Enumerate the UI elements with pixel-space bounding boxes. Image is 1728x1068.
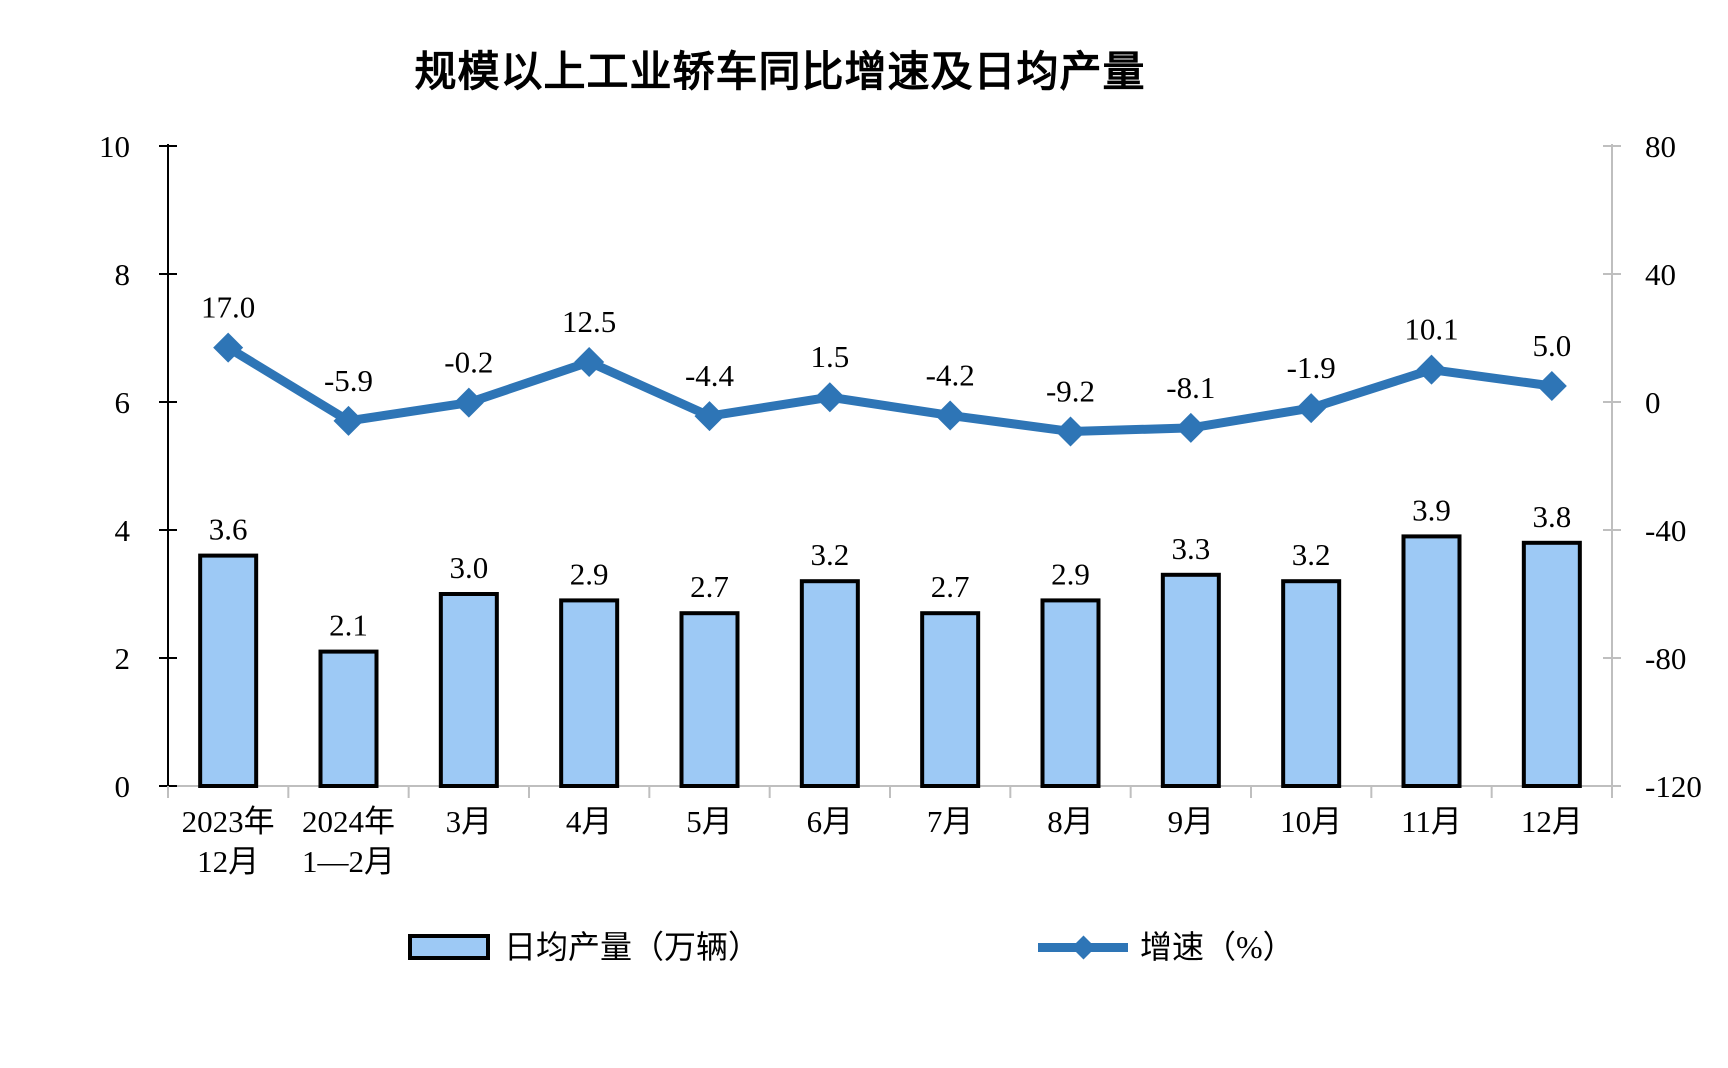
x-category-label: 12月	[1521, 804, 1583, 839]
line-marker	[574, 347, 605, 377]
line-marker	[453, 387, 484, 418]
bar-value-label: 3.6	[209, 512, 248, 547]
y-right-tick-label: -120	[1645, 769, 1702, 804]
line-marker	[935, 400, 966, 431]
bar-value-label: 3.2	[810, 537, 849, 572]
line-value-label: -8.1	[1166, 370, 1215, 405]
line-value-label: -4.4	[685, 358, 735, 393]
x-category-label: 11月	[1401, 804, 1462, 839]
line-swatch-icon	[1038, 934, 1128, 960]
bar	[920, 611, 981, 789]
bar-value-label: 3.9	[1412, 492, 1451, 527]
x-category-label: 12月	[197, 844, 259, 879]
line-marker	[1416, 354, 1447, 385]
y-right-tick-label: 0	[1645, 385, 1661, 420]
line-value-label: -5.9	[324, 363, 373, 398]
bar-value-label: 3.8	[1532, 499, 1571, 534]
legend-item-bar: 日均产量（万辆）	[408, 922, 760, 972]
line-marker	[814, 382, 845, 413]
bar-value-label: 3.2	[1292, 537, 1331, 572]
bar	[1401, 534, 1462, 789]
bar-swatch-icon	[408, 934, 490, 960]
line-value-label: -4.2	[926, 357, 975, 392]
line-value-label: -9.2	[1046, 373, 1095, 408]
y-left-tick-label: 8	[115, 257, 131, 292]
bar	[679, 611, 740, 789]
y-left-tick-label: 6	[115, 385, 131, 420]
line-marker	[1175, 412, 1206, 443]
legend-bar-label: 日均产量（万辆）	[504, 929, 761, 965]
legend-item-line: 增速（%）	[1038, 922, 1295, 972]
bar-value-label: 2.9	[1051, 556, 1090, 591]
growth-line	[225, 343, 1553, 436]
line-value-label: -1.9	[1287, 350, 1336, 385]
bar-value-label: 2.7	[690, 569, 729, 604]
line-value-label: 12.5	[562, 304, 616, 339]
line-marker	[1296, 393, 1327, 424]
y-left-tick-label: 2	[115, 641, 131, 676]
y-right-tick-label: -40	[1645, 513, 1686, 548]
bar	[1521, 540, 1582, 788]
y-right-tick-label: 80	[1645, 129, 1676, 164]
bar	[438, 592, 499, 788]
bar	[1281, 579, 1342, 789]
x-category-label: 8月	[1047, 804, 1094, 839]
line-marker	[694, 401, 725, 432]
x-category-label: 6月	[807, 804, 854, 839]
y-right-tick-label: -80	[1645, 641, 1686, 676]
legend: 日均产量（万辆） 增速（%）	[0, 922, 1728, 972]
bar	[1040, 598, 1101, 789]
x-category-label: 5月	[686, 804, 733, 839]
diamond-marker-icon	[1071, 934, 1096, 960]
y-left-tick-label: 0	[115, 769, 131, 804]
bar	[198, 553, 259, 788]
bar	[318, 649, 379, 788]
x-category-label: 3月	[446, 804, 493, 839]
line-marker	[1536, 371, 1567, 401]
x-category-label: 10月	[1280, 804, 1342, 839]
x-category-label: 1—2月	[302, 844, 395, 879]
line-marker	[333, 405, 364, 436]
y-right-tick-label: 40	[1645, 257, 1676, 292]
x-category-label: 7月	[927, 804, 974, 839]
bar	[559, 598, 620, 789]
bar-value-label: 2.7	[931, 569, 970, 604]
x-category-label: 2023年	[182, 804, 275, 839]
line-value-label: -0.2	[444, 345, 493, 380]
line-value-label: 1.5	[810, 339, 849, 374]
bar-value-label: 3.3	[1171, 531, 1210, 566]
line-value-label: 10.1	[1404, 312, 1458, 347]
bar	[799, 579, 860, 789]
bar-value-label: 2.9	[570, 556, 609, 591]
x-category-label: 9月	[1168, 804, 1215, 839]
x-category-label: 4月	[566, 804, 613, 839]
y-left-tick-label: 4	[115, 513, 131, 548]
line-value-label: 17.0	[201, 290, 255, 325]
x-category-label: 2024年	[302, 804, 395, 839]
bar-value-label: 2.1	[329, 608, 368, 643]
line-marker	[1055, 416, 1086, 447]
y-left-tick-label: 10	[99, 129, 130, 164]
bar	[1160, 572, 1221, 788]
bar-value-label: 3.0	[449, 550, 488, 585]
legend-line-label: 增速（%）	[1140, 929, 1295, 965]
page-title: 规模以上工业轿车同比增速及日均产量	[414, 50, 1146, 96]
line-value-label: 5.0	[1532, 328, 1571, 363]
line-marker	[213, 332, 244, 363]
